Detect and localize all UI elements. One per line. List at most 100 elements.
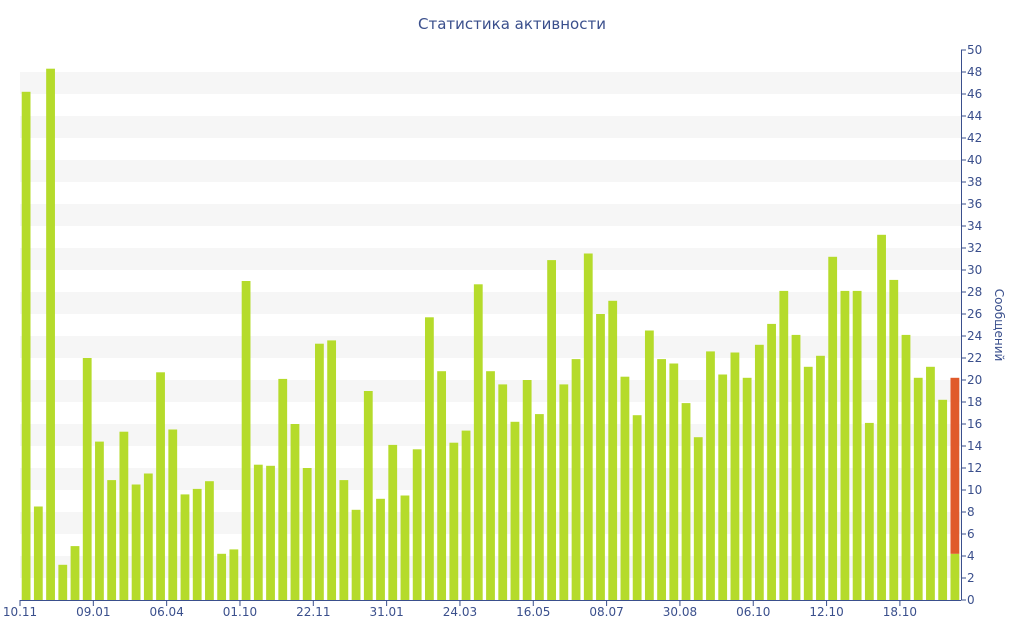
bar — [840, 290, 850, 600]
y-tick-label: 6 — [967, 527, 975, 541]
bar — [693, 437, 703, 600]
x-tick-label: 31.01 — [369, 605, 403, 619]
grid-band — [20, 72, 961, 94]
y-tick-label: 0 — [967, 593, 975, 607]
bar — [730, 352, 740, 600]
bar — [767, 323, 776, 600]
bar — [107, 480, 117, 600]
bar — [290, 424, 300, 600]
x-tick-label: 12.10 — [809, 605, 843, 619]
bar — [449, 442, 459, 600]
bar — [253, 464, 263, 600]
y-tick-label: 18 — [967, 395, 982, 409]
grid-band — [20, 116, 961, 138]
bar — [852, 290, 862, 600]
bar — [791, 334, 801, 600]
y-tick-label: 38 — [967, 175, 982, 189]
bar — [241, 281, 251, 600]
x-tick-label: 30.08 — [663, 605, 697, 619]
bar — [632, 415, 642, 600]
bar — [718, 374, 728, 600]
x-tick-label: 08.07 — [589, 605, 623, 619]
bar — [644, 330, 654, 600]
y-tick-label: 2 — [967, 571, 975, 585]
x-tick-label: 18.10 — [883, 605, 917, 619]
bar — [803, 366, 813, 600]
bar — [486, 371, 495, 600]
bar — [864, 422, 874, 600]
bar — [534, 414, 544, 600]
bar-segment-lower — [950, 553, 960, 600]
bar — [877, 234, 886, 601]
bar — [388, 444, 398, 600]
bar — [926, 366, 935, 600]
bar — [168, 429, 178, 600]
x-tick-label: 09.01 — [76, 605, 110, 619]
y-tick-label: 28 — [967, 285, 982, 299]
bar — [315, 343, 324, 600]
bar — [620, 376, 630, 600]
bar — [657, 359, 666, 600]
bar — [412, 449, 422, 600]
bar — [205, 481, 214, 600]
y-tick-label: 46 — [967, 87, 982, 101]
bar — [559, 384, 569, 600]
y-tick-label: 50 — [967, 43, 982, 57]
y-tick-label: 40 — [967, 153, 982, 167]
bar — [437, 371, 447, 600]
y-tick-label: 10 — [967, 483, 982, 497]
bar — [706, 351, 715, 600]
bar-highlight — [950, 377, 960, 554]
bar — [913, 377, 923, 600]
y-axis-label: Сообщений — [992, 288, 1006, 362]
bar — [302, 468, 312, 600]
bar — [583, 253, 593, 600]
x-tick-label: 06.10 — [736, 605, 770, 619]
bar — [58, 564, 68, 600]
grid-band — [20, 292, 961, 314]
bar — [180, 494, 190, 600]
bar — [131, 484, 141, 600]
bar — [119, 431, 129, 600]
bar — [681, 403, 691, 600]
bar — [424, 317, 434, 600]
bar — [779, 290, 789, 600]
y-tick-label: 30 — [967, 263, 982, 277]
bar — [46, 68, 55, 600]
bar — [33, 506, 43, 600]
bar — [901, 334, 911, 600]
bar — [742, 377, 752, 600]
bar — [828, 256, 838, 600]
bar — [461, 430, 471, 600]
bar — [363, 391, 373, 600]
bar — [217, 553, 227, 600]
bar — [266, 465, 275, 600]
x-tick-label: 06.04 — [149, 605, 183, 619]
bar — [192, 488, 202, 600]
x-tick-label: 22.11 — [296, 605, 330, 619]
bar — [473, 284, 483, 600]
bar — [754, 344, 764, 600]
bar — [351, 509, 361, 600]
bar — [21, 91, 31, 601]
x-tick-label: 01.10 — [223, 605, 257, 619]
bar — [95, 441, 104, 600]
x-tick-label: 24.03 — [443, 605, 477, 619]
x-tick-label: 16.05 — [516, 605, 550, 619]
bar — [889, 279, 899, 600]
bar — [547, 260, 557, 600]
bar — [143, 473, 153, 600]
y-tick-label: 48 — [967, 65, 982, 79]
bar — [571, 359, 581, 600]
bar — [596, 314, 605, 600]
y-tick-label: 34 — [967, 219, 982, 233]
bar — [938, 399, 948, 600]
grid-band — [20, 336, 961, 358]
y-tick-label: 24 — [967, 329, 982, 343]
y-tick-label: 26 — [967, 307, 982, 321]
y-tick-label: 14 — [967, 439, 982, 453]
bar — [339, 480, 349, 600]
chart-title: Статистика активности — [418, 15, 606, 33]
bar — [70, 546, 80, 600]
